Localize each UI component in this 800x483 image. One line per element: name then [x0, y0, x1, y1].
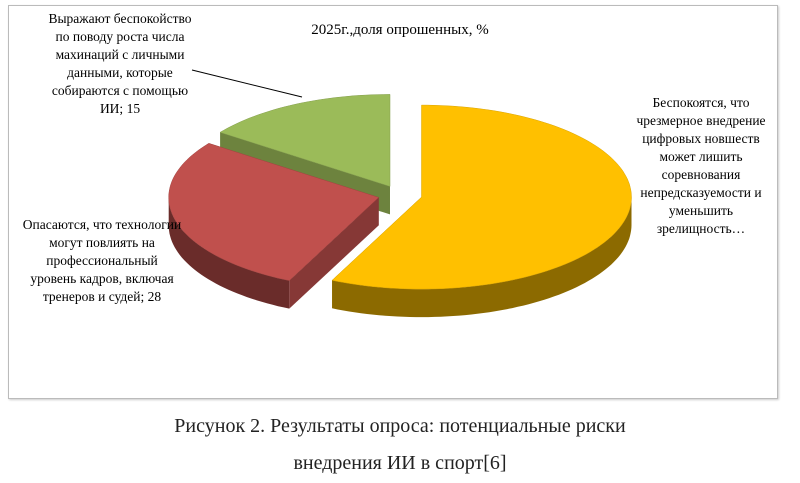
value-label: 15 [126, 101, 141, 116]
label-name: Выражают беспокойство по поводу роста чи… [48, 11, 192, 116]
slice [168, 143, 380, 281]
figure-caption: Рисунок 2. Результаты опроса: потенциаль… [174, 415, 626, 474]
data-label: Опасаются, что технологии могут повлиять… [22, 216, 182, 306]
value-label: 28 [147, 289, 162, 304]
slice-rim [332, 197, 632, 318]
label-name: Опасаются, что технологии могут повлиять… [22, 217, 182, 304]
slice [219, 94, 391, 187]
slice-rim [168, 197, 290, 309]
slice-wall [289, 197, 379, 309]
data-label: Беспокоятся, что чрезмерное внедрение ци… [626, 94, 776, 238]
chart-title: 2025г.,доля опрошенных, % [311, 22, 489, 38]
chart-frame [8, 5, 778, 399]
label-name: Беспокоятся, что чрезмерное внедрение ци… [636, 95, 766, 236]
leader-line [191, 69, 303, 98]
data-label: Выражают беспокойство по поводу роста чи… [40, 10, 200, 118]
slice [331, 104, 632, 290]
